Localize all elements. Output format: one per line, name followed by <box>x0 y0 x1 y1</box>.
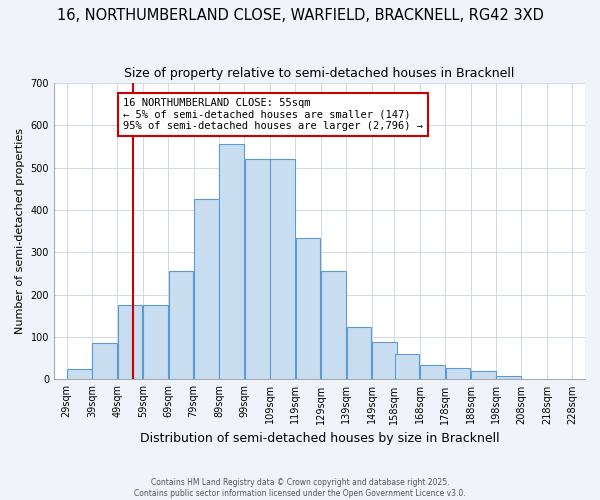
Bar <box>245 160 269 380</box>
Bar <box>296 238 320 380</box>
X-axis label: Distribution of semi-detached houses by size in Bracknell: Distribution of semi-detached houses by … <box>140 432 499 445</box>
Bar <box>270 160 295 380</box>
Text: 16, NORTHUMBERLAND CLOSE, WARFIELD, BRACKNELL, RG42 3XD: 16, NORTHUMBERLAND CLOSE, WARFIELD, BRAC… <box>56 8 544 22</box>
Bar <box>118 306 142 380</box>
Text: Contains HM Land Registry data © Crown copyright and database right 2025.
Contai: Contains HM Land Registry data © Crown c… <box>134 478 466 498</box>
Bar <box>194 200 219 380</box>
Bar <box>471 371 496 380</box>
Title: Size of property relative to semi-detached houses in Bracknell: Size of property relative to semi-detach… <box>124 68 515 80</box>
Bar <box>220 144 244 380</box>
Bar <box>143 306 168 380</box>
Bar <box>395 354 419 380</box>
Y-axis label: Number of semi-detached properties: Number of semi-detached properties <box>15 128 25 334</box>
Bar <box>496 376 521 380</box>
Bar <box>169 272 193 380</box>
Bar <box>372 342 397 380</box>
Bar <box>420 366 445 380</box>
Bar <box>347 326 371 380</box>
Bar <box>321 272 346 380</box>
Bar <box>446 368 470 380</box>
Text: 16 NORTHUMBERLAND CLOSE: 55sqm
← 5% of semi-detached houses are smaller (147)
95: 16 NORTHUMBERLAND CLOSE: 55sqm ← 5% of s… <box>123 98 423 131</box>
Bar <box>92 344 117 380</box>
Bar <box>67 369 92 380</box>
